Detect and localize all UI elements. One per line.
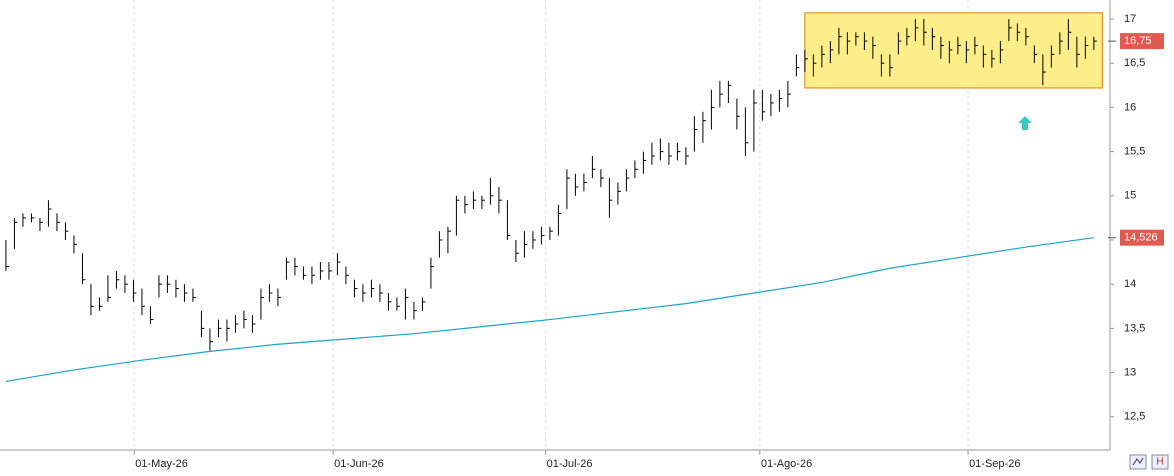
price-label-box <box>1120 229 1164 246</box>
x-tick-label: 01-Jul-26 <box>547 458 593 470</box>
y-tick-label: 13 <box>1124 366 1136 378</box>
y-tick-label: 17 <box>1124 13 1136 25</box>
zoom-icon <box>1132 457 1144 466</box>
y-tick-label: 14 <box>1124 278 1136 290</box>
x-tick-label: 01-Ago-26 <box>761 458 812 470</box>
x-tick-label: 01-Jun-26 <box>334 458 384 470</box>
price-label: 14,526 <box>1124 232 1158 244</box>
price-label-box <box>1120 33 1164 50</box>
y-tick-label: 13,5 <box>1124 322 1145 334</box>
x-tick-label: 01-May-26 <box>135 458 188 470</box>
y-tick-label: 15,5 <box>1124 145 1145 157</box>
arrow-icon <box>1018 116 1032 130</box>
y-tick-label: 15 <box>1124 190 1136 202</box>
y-tick-label: 16,5 <box>1124 57 1145 69</box>
save-icon: H <box>1156 457 1163 468</box>
save-button[interactable] <box>1151 454 1169 470</box>
highlight-box <box>804 12 1103 89</box>
y-tick-label: 12,5 <box>1124 411 1145 423</box>
zoom-button[interactable] <box>1129 454 1147 470</box>
y-tick-label: 16 <box>1124 101 1136 113</box>
x-tick-label: 01-Sep-26 <box>969 458 1020 470</box>
price-label: 16,75 <box>1124 35 1152 47</box>
moving-average <box>5 237 1094 382</box>
